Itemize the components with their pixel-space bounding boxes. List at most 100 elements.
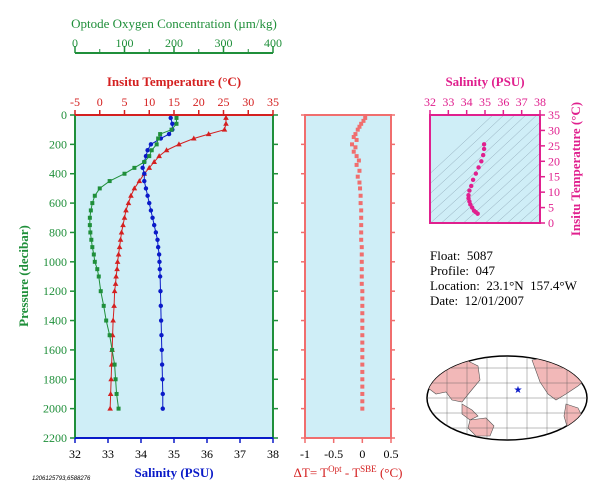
- delta-tick-label: 0.5: [384, 447, 399, 461]
- temperature-tick-label: 0: [97, 95, 103, 109]
- ts-y-tick-label: 10: [548, 185, 560, 199]
- delta-point: [359, 252, 364, 257]
- salinity-point: [148, 142, 154, 147]
- ts-plot-area: [430, 115, 540, 223]
- salinity-point: [152, 222, 157, 228]
- ts-y-tick-label: 30: [548, 123, 560, 137]
- delta-point: [357, 124, 362, 129]
- salinity-point: [150, 215, 155, 220]
- ts-isopycnal: [430, 115, 538, 214]
- delta-point: [354, 154, 359, 159]
- salinity-point: [159, 333, 164, 338]
- delta-tick-label: 0: [359, 447, 365, 461]
- ts-point: [466, 193, 471, 198]
- oxygen-point: [101, 303, 106, 308]
- salinity-point: [157, 274, 163, 279]
- temperature-point: [176, 141, 182, 147]
- temperature-point: [118, 229, 125, 235]
- oxygen-point: [104, 318, 109, 323]
- delta-point: [359, 121, 364, 126]
- delta-point: [363, 115, 368, 120]
- ts-x-tick-label: 34: [461, 95, 473, 109]
- salinity-point: [157, 259, 162, 265]
- delta-point: [359, 259, 364, 264]
- delta-marker-group: [350, 115, 368, 411]
- pressure-tick-label: 800: [49, 225, 67, 239]
- temperature-tick-label: 15: [168, 95, 180, 109]
- delta-plot-area: [304, 114, 392, 439]
- temperature-point: [123, 207, 129, 213]
- pressure-tick-label: 1800: [43, 372, 67, 386]
- delta-point: [357, 168, 362, 173]
- delta-tick-group: -1 -0.5 0 0.5: [300, 114, 399, 461]
- delta-point: [351, 149, 356, 154]
- temperature-point: [114, 266, 120, 272]
- oxygen-point: [89, 237, 94, 242]
- ts-x-axis-title: Salinity (PSU): [445, 74, 524, 89]
- delta-title-part-a: ΔT= T: [294, 465, 329, 480]
- oxygen-point: [90, 201, 95, 206]
- oxygen-point: [158, 132, 163, 137]
- ts-isopycnal: [528, 213, 540, 223]
- temperature-point: [151, 158, 157, 164]
- float-value: 5087: [466, 248, 493, 263]
- ts-point: [481, 146, 487, 152]
- temperature-point: [136, 178, 143, 184]
- delta-title-sup-opt: Opt: [328, 464, 342, 474]
- salinity-axis-title: Salinity (PSU): [134, 465, 213, 480]
- ts-isopycnal: [451, 142, 540, 223]
- oxygen-point: [114, 391, 119, 396]
- delta-point: [360, 384, 365, 389]
- temperature-point: [156, 153, 162, 159]
- temperature-point: [108, 376, 114, 382]
- temperature-point: [115, 251, 122, 257]
- delta-panel: -1 -0.5 0 0.5 ΔT= TOpt - TSBE (°C): [294, 114, 402, 480]
- location-map: ★: [426, 355, 588, 441]
- oxygen-point: [107, 179, 112, 184]
- temperature-tick-group: -5 0 5 10 15 20 25 30 35: [70, 95, 279, 115]
- salinity-tick-label: 33: [102, 447, 114, 461]
- temperature-point: [112, 280, 119, 286]
- delta-title-part-b: - T: [342, 465, 361, 480]
- float-info: Float: 5087 Profile: 047 Location: 23.1°…: [430, 248, 577, 308]
- salinity-point: [160, 406, 165, 411]
- delta-point: [360, 347, 365, 352]
- oxygen-point: [122, 171, 127, 176]
- ts-isopycnal: [430, 122, 540, 223]
- oxygen-point: [97, 186, 102, 191]
- ts-point: [480, 152, 486, 158]
- oxygen-point: [87, 215, 92, 220]
- temperature-axis-title: Insitu Temperature (°C): [107, 74, 241, 89]
- temperature-point: [125, 200, 132, 206]
- delta-point: [360, 325, 365, 330]
- oxygen-point: [96, 274, 101, 279]
- salinity-point: [168, 115, 173, 121]
- main-profile-panel: 0200400600800100012001400160018002000220…: [16, 16, 282, 480]
- oxygen-point: [149, 148, 154, 153]
- oxygen-point: [107, 333, 112, 338]
- temperature-point: [111, 288, 118, 294]
- salinity-tick-label: 36: [201, 447, 213, 461]
- file-stamp: 1206125793,6588276: [32, 476, 91, 482]
- delta-point: [360, 355, 365, 360]
- ts-x-tick-label: 37: [516, 95, 528, 109]
- profile-label: Profile:: [430, 263, 469, 278]
- ts-marker-group: [466, 142, 487, 216]
- delta-point: [359, 274, 364, 279]
- temperature-point: [117, 236, 124, 242]
- ts-isopycnal: [517, 203, 540, 223]
- salinity-tick-label: 32: [69, 447, 81, 461]
- date-row: Date: 12/01/2007: [430, 293, 577, 308]
- oxygen-tick-label: 300: [215, 36, 233, 50]
- temperature-tick-label: 5: [122, 95, 128, 109]
- salinity-point: [159, 362, 165, 367]
- delta-title-sup-sbe: SBE: [360, 464, 377, 474]
- temperature-tick-label: 35: [267, 95, 279, 109]
- temperature-point: [128, 192, 134, 198]
- series-marker-group: [87, 114, 229, 411]
- temperature-point: [221, 126, 228, 132]
- oxygen-point: [112, 362, 117, 367]
- pressure-tick-label: 600: [49, 196, 67, 210]
- delta-tick-label: -0.5: [324, 447, 343, 461]
- oxygen-point: [113, 377, 118, 382]
